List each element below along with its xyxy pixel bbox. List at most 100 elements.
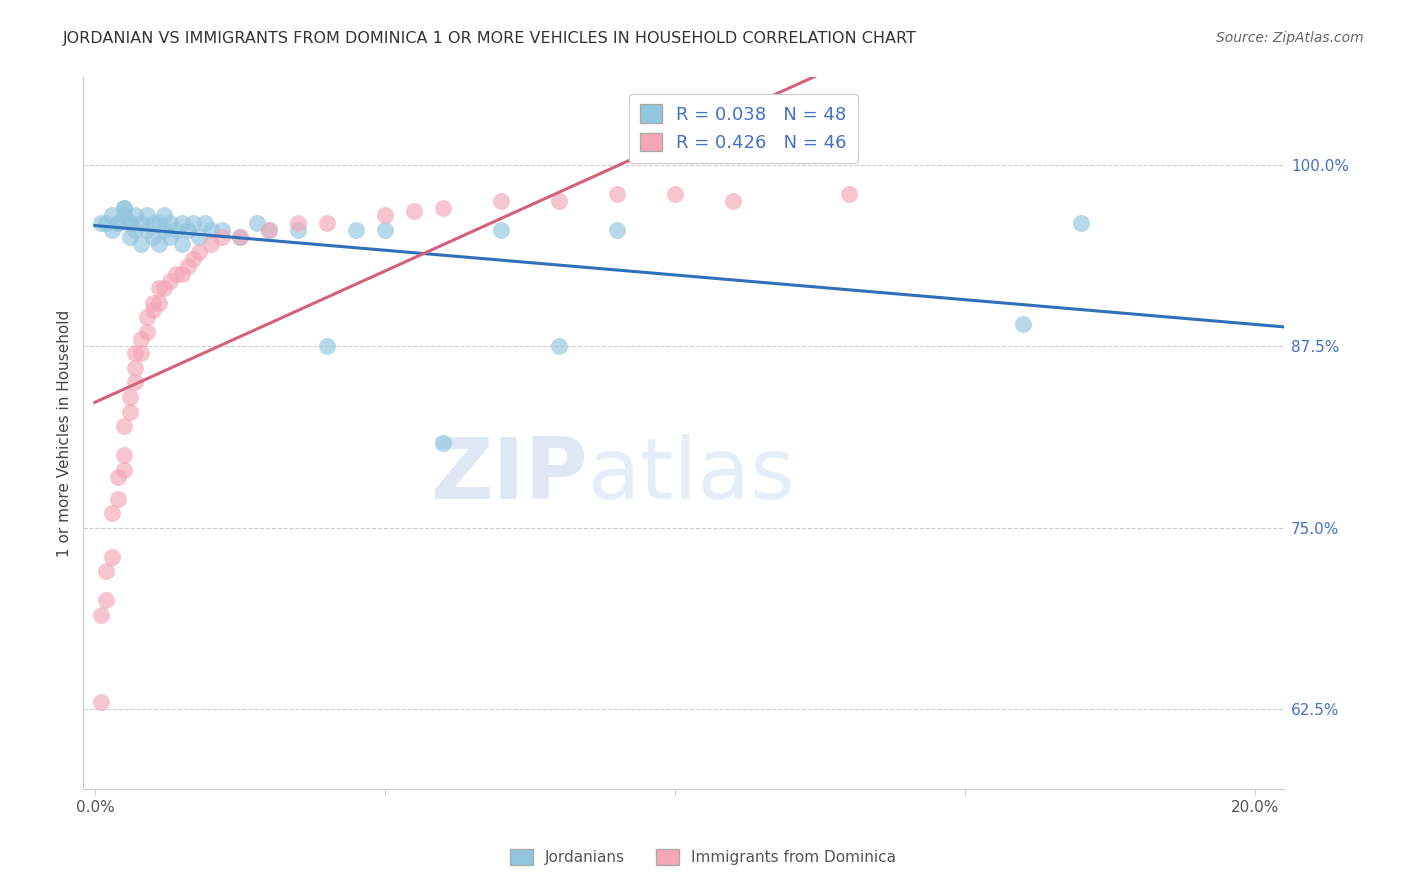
Point [374, 223, 396, 237]
Point [112, 209, 135, 223]
Point [118, 404, 141, 418]
Point [118, 216, 141, 230]
Point [159, 216, 181, 230]
Point [1070, 216, 1092, 230]
Legend: Jordanians, Immigrants from Dominica: Jordanians, Immigrants from Dominica [503, 843, 903, 871]
Point [170, 216, 193, 230]
Point [101, 223, 124, 237]
Point [606, 186, 628, 201]
Point [148, 281, 170, 295]
Point [112, 419, 135, 434]
Point [315, 216, 337, 230]
Point [489, 194, 512, 208]
Point [211, 223, 233, 237]
Point [229, 230, 252, 244]
Point [142, 302, 165, 317]
Point [90, 216, 112, 230]
Point [547, 194, 569, 208]
Point [124, 376, 146, 390]
Point [257, 223, 280, 237]
Text: ZIP: ZIP [430, 434, 588, 517]
Point [90, 607, 112, 622]
Point [183, 216, 205, 230]
Point [664, 186, 686, 201]
Point [344, 223, 367, 237]
Point [170, 237, 193, 252]
Point [188, 244, 211, 259]
Point [547, 339, 569, 353]
Point [124, 346, 146, 360]
Point [721, 194, 744, 208]
Point [136, 209, 159, 223]
Point [112, 448, 135, 462]
Point [118, 390, 141, 404]
Point [129, 332, 152, 346]
Point [112, 462, 135, 476]
Point [148, 295, 170, 310]
Point [96, 564, 118, 578]
Point [124, 223, 146, 237]
Text: Source: ZipAtlas.com: Source: ZipAtlas.com [1216, 31, 1364, 45]
Point [101, 209, 124, 223]
Text: atlas: atlas [588, 434, 796, 517]
Point [432, 436, 454, 450]
Point [90, 695, 112, 709]
Point [165, 267, 187, 281]
Point [287, 216, 309, 230]
Point [432, 201, 454, 215]
Point [257, 223, 280, 237]
Point [142, 295, 165, 310]
Point [211, 230, 233, 244]
Point [107, 470, 129, 484]
Point [153, 281, 176, 295]
Point [153, 209, 176, 223]
Point [159, 274, 181, 288]
Point [165, 223, 187, 237]
Y-axis label: 1 or more Vehicles in Household: 1 or more Vehicles in Household [58, 310, 72, 557]
Point [315, 339, 337, 353]
Point [136, 310, 159, 324]
Point [246, 216, 269, 230]
Point [159, 230, 181, 244]
Point [136, 223, 159, 237]
Point [107, 216, 129, 230]
Point [129, 346, 152, 360]
Point [1012, 318, 1035, 332]
Point [112, 201, 135, 215]
Point [489, 223, 512, 237]
Point [194, 216, 217, 230]
Point [129, 216, 152, 230]
Point [101, 506, 124, 520]
Point [96, 216, 118, 230]
Point [229, 230, 252, 244]
Point [200, 237, 222, 252]
Point [101, 549, 124, 564]
Point [124, 209, 146, 223]
Point [118, 230, 141, 244]
Point [153, 223, 176, 237]
Point [183, 252, 205, 266]
Point [287, 223, 309, 237]
Point [96, 593, 118, 607]
Point [118, 216, 141, 230]
Point [188, 230, 211, 244]
Point [148, 237, 170, 252]
Point [200, 223, 222, 237]
Point [148, 216, 170, 230]
Point [838, 186, 860, 201]
Point [142, 230, 165, 244]
Point [136, 325, 159, 339]
Point [107, 216, 129, 230]
Legend: R = 0.038   N = 48, R = 0.426   N = 46: R = 0.038 N = 48, R = 0.426 N = 46 [630, 94, 858, 163]
Point [176, 259, 198, 273]
Point [112, 201, 135, 215]
Point [170, 267, 193, 281]
Point [402, 204, 425, 219]
Point [374, 209, 396, 223]
Point [176, 223, 198, 237]
Point [107, 491, 129, 506]
Point [124, 360, 146, 375]
Point [142, 216, 165, 230]
Point [129, 237, 152, 252]
Text: JORDANIAN VS IMMIGRANTS FROM DOMINICA 1 OR MORE VEHICLES IN HOUSEHOLD CORRELATIO: JORDANIAN VS IMMIGRANTS FROM DOMINICA 1 … [63, 31, 917, 46]
